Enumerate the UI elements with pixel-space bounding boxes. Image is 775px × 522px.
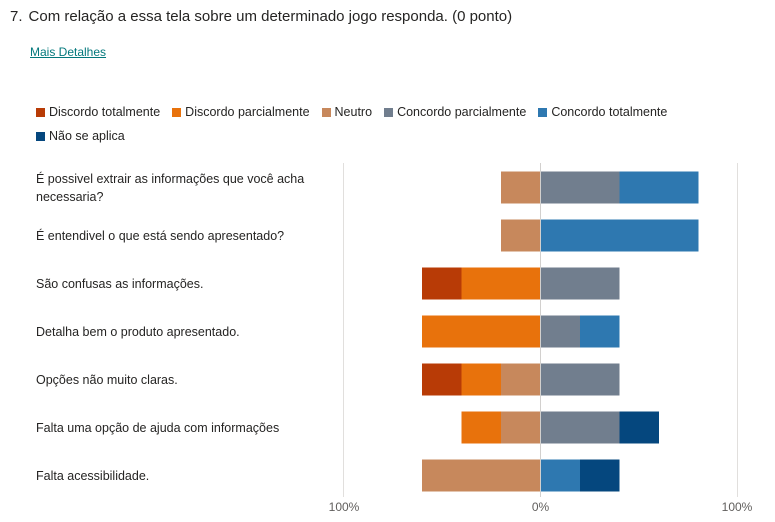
bar-segment[interactable] [501,219,541,252]
question-text: Com relação a essa tela sobre um determi… [28,8,513,25]
bar-segment[interactable] [540,267,620,300]
more-details-link[interactable]: Mais Detalhes [30,45,107,59]
bar-segment[interactable] [461,363,502,396]
legend-item: Concordo parcialmente [384,104,526,120]
bar-segment[interactable] [540,171,620,204]
category-label: São confusas as informações. [36,266,326,302]
category-label-text: Opções não muito claras. [36,372,178,387]
question-title: 7. Com relação a essa tela sobre um deter… [10,8,512,25]
bar-segment[interactable] [501,171,541,204]
bar-segment[interactable] [540,315,581,348]
category-label: Falta uma opção de ajuda com informações [36,410,326,446]
legend-item: Concordo totalmente [538,104,667,120]
bar-segment[interactable] [540,411,620,444]
bar-segment[interactable] [422,315,541,348]
category-label: Opções não muito claras. [36,362,326,398]
bar-segment[interactable] [422,363,462,396]
chart-legend: Discordo totalmente Discordo parcialmente… [36,104,756,144]
bar-segment[interactable] [422,267,462,300]
category-label-text: É entendivel o que está sendo apresentad… [36,228,285,243]
category-label: É possivel extrair as informações que vo… [36,170,326,206]
category-label: Falta acessibilidade. [36,458,326,494]
legend-item: Discordo totalmente [36,104,160,120]
legend-item: Discordo parcialmente [172,104,310,120]
legend-item: Não se aplica [36,128,125,144]
legend-label: Discordo parcialmente [185,105,310,119]
bar-segment[interactable] [501,411,541,444]
bar-segment[interactable] [619,411,660,444]
legend-label: Neutro [334,105,373,119]
legend-item: Neutro [321,104,373,120]
legend-label: Não se aplica [49,129,125,143]
bar-segment[interactable] [580,459,620,492]
legend-swatch [321,107,331,117]
legend-label: Discordo totalmente [49,105,161,119]
legend-swatch [538,107,548,117]
bar-segment[interactable] [422,459,541,492]
legend-swatch [36,131,45,141]
bar-segment[interactable] [540,219,699,252]
bar-segment[interactable] [580,315,620,348]
category-label: Detalha bem o produto apresentado. [36,314,326,350]
x-tick-label: 100% [722,500,753,514]
legend-label: Concordo totalmente [551,105,668,119]
category-label-text: Detalha bem o produto apresentado. [36,324,240,339]
legend-swatch [384,107,394,117]
bar-segment[interactable] [461,267,541,300]
bar-segment[interactable] [501,363,541,396]
legend-label: Concordo parcialmente [397,105,527,119]
category-label-text: Falta acessibilidade. [36,468,150,483]
legend-swatch [36,107,45,117]
question-number: 7. [10,8,23,25]
x-tick-label: 0% [532,500,550,514]
category-label: É entendivel o que está sendo apresentad… [36,218,326,254]
category-label-text: Falta uma opção de ajuda com informações [36,420,280,435]
bar-segment[interactable] [540,363,620,396]
category-label-text: São confusas as informações. [36,276,204,291]
bar-segment[interactable] [619,171,699,204]
bar-segment[interactable] [540,459,581,492]
x-tick-label: 100% [329,500,360,514]
bar-segment[interactable] [461,411,502,444]
category-label-text: É possivel extrair as informações que vo… [36,171,305,204]
legend-swatch [172,107,182,117]
